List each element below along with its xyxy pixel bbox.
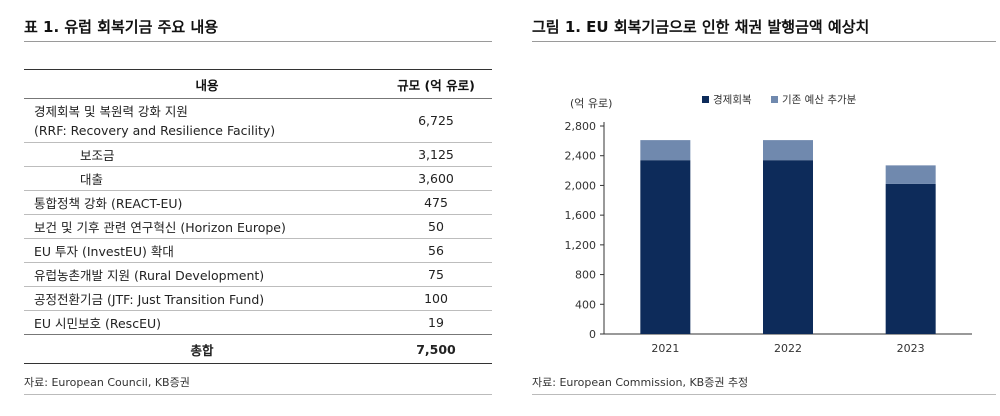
table-source-divider [24, 394, 492, 395]
chart-title-divider [532, 41, 996, 42]
row-label: 보조금 [80, 148, 115, 163]
bar-2023-1 [885, 165, 936, 184]
row-label: EU 투자 (InvestEU) 확대 [34, 244, 174, 259]
row-label-line1: 경제회복 및 복원력 강화 지원 [34, 103, 188, 119]
table-row-investeu: EU 투자 (InvestEU) 확대 56 [24, 239, 492, 263]
table-row-rural: 유럽농촌개발 지원 (Rural Development) 75 [24, 263, 492, 287]
bar-2021-1 [640, 140, 691, 161]
table-title-divider [24, 41, 492, 42]
bar-2023-0 [885, 183, 936, 334]
legend-swatch-0 [702, 96, 709, 103]
chart-source-divider [532, 394, 996, 395]
table-header-row: 내용 규모 (억 유로) [24, 69, 492, 99]
table-row-grants: 보조금 3,125 [24, 142, 492, 167]
row-label: 경제회복 및 복원력 강화 지원 (RRF: Recovery and Resi… [24, 99, 380, 143]
row-label: 보건 및 기후 관련 연구혁신 (Horizon Europe) [34, 220, 286, 235]
row-value: 475 [424, 195, 448, 210]
table-title: 표 1. 유럽 회복기금 주요 내용 [24, 18, 219, 36]
legend-label-0: 경제회복 [713, 93, 752, 106]
row-value: 50 [428, 219, 444, 234]
table-row-react-eu: 통합정책 강화 (REACT-EU) 475 [24, 191, 492, 215]
y-tick-label: 0 [589, 328, 596, 341]
y-tick-label: 1,200 [565, 239, 597, 252]
total-label: 총합 [190, 342, 214, 358]
chart-title: 그림 1. EU 회복기금으로 인한 채권 발행금액 예상치 [532, 18, 870, 36]
row-value: 3,600 [418, 171, 454, 186]
legend-label-1: 기존 예산 추가분 [782, 93, 857, 106]
row-value: 75 [428, 267, 444, 282]
total-value: 7,500 [416, 341, 456, 357]
row-value: 100 [424, 291, 448, 306]
bar-2022-1 [763, 140, 813, 161]
recovery-fund-table: 내용 규모 (억 유로) 경제회복 및 복원력 강화 지원 (RRF: Reco… [24, 69, 492, 364]
x-tick-label: 2021 [651, 342, 679, 355]
table-row-horizon: 보건 및 기후 관련 연구혁신 (Horizon Europe) 50 [24, 215, 492, 239]
table-row-resceu: EU 시민보호 (RescEU) 19 [24, 311, 492, 335]
row-label: EU 시민보호 (RescEU) [34, 316, 161, 331]
y-tick-label: 400 [575, 298, 596, 311]
row-label-line2: (RRF: Recovery and Resilience Facility) [34, 122, 276, 138]
bond-issuance-chart: (억 유로) 경제회복 기존 예산 추가분 0 400 800 1,200 1,600 2,00… [565, 93, 972, 355]
table-row-loans: 대출 3,600 [24, 167, 492, 191]
table-source: 자료: European Council, KB증권 [24, 376, 190, 389]
y-tick-label: 2,000 [565, 179, 597, 192]
table-row-total: 총합 7,500 [24, 334, 492, 364]
row-label: 공정전환기금 (JTF: Just Transition Fund) [34, 292, 265, 307]
table-row-rrf: 경제회복 및 복원력 강화 지원 (RRF: Recovery and Resi… [24, 99, 492, 143]
row-value: 19 [428, 315, 444, 330]
x-tick-label: 2022 [774, 342, 802, 355]
x-tick-label: 2023 [897, 342, 925, 355]
y-tick-label: 1,600 [565, 209, 597, 222]
bar-2021-0 [640, 160, 691, 334]
table-row-jtf: 공정전환기금 (JTF: Just Transition Fund) 100 [24, 287, 492, 311]
header-amount: 규모 (억 유로) [380, 69, 492, 99]
bar-2022-0 [763, 160, 813, 334]
row-value: 3,125 [418, 147, 454, 162]
row-label: 통합정책 강화 (REACT-EU) [34, 196, 183, 211]
row-value: 6,725 [418, 113, 454, 128]
y-tick-label: 800 [575, 269, 596, 282]
chart-source: 자료: European Commission, KB증권 추정 [532, 376, 749, 389]
y-tick-label: 2,400 [565, 150, 597, 163]
y-tick-label: 2,800 [565, 120, 597, 133]
legend-swatch-1 [771, 96, 778, 103]
y-axis-label: (억 유로) [570, 97, 612, 110]
row-label: 대출 [80, 172, 104, 187]
header-content: 내용 [24, 69, 380, 99]
row-value: 56 [428, 243, 444, 258]
row-label: 유럽농촌개발 지원 (Rural Development) [34, 268, 265, 283]
